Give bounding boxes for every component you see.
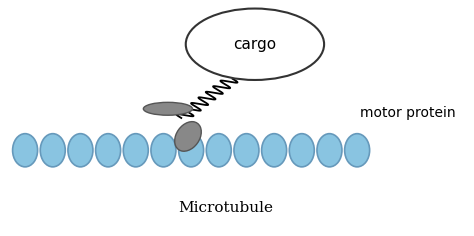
Ellipse shape xyxy=(175,122,201,151)
Text: Microtubule: Microtubule xyxy=(178,201,273,215)
Text: cargo: cargo xyxy=(233,37,276,52)
Ellipse shape xyxy=(179,134,204,167)
Ellipse shape xyxy=(206,134,231,167)
Circle shape xyxy=(186,8,324,80)
Ellipse shape xyxy=(345,134,370,167)
Ellipse shape xyxy=(13,134,37,167)
Ellipse shape xyxy=(234,134,259,167)
Text: motor protein: motor protein xyxy=(360,106,456,120)
Ellipse shape xyxy=(262,134,287,167)
Ellipse shape xyxy=(96,134,120,167)
Ellipse shape xyxy=(289,134,314,167)
Ellipse shape xyxy=(143,102,192,115)
Ellipse shape xyxy=(123,134,148,167)
Ellipse shape xyxy=(40,134,65,167)
Ellipse shape xyxy=(151,134,176,167)
Ellipse shape xyxy=(68,134,93,167)
Ellipse shape xyxy=(317,134,342,167)
